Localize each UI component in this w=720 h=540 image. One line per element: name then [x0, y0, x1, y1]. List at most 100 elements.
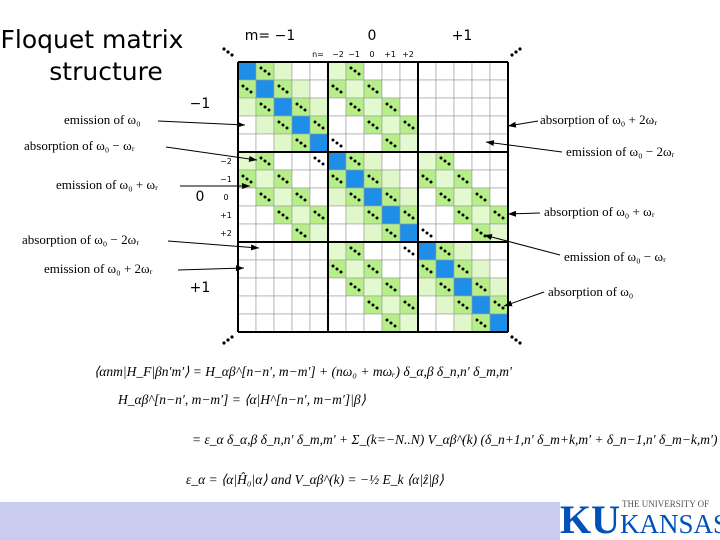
row-n-label: 0	[223, 193, 228, 202]
dot	[465, 180, 469, 184]
cell	[363, 187, 383, 207]
cell	[327, 115, 347, 135]
row-n-label: −1	[220, 175, 232, 184]
dot	[407, 123, 411, 127]
dot	[281, 123, 285, 127]
dot	[367, 264, 371, 268]
cell	[453, 133, 473, 153]
annotation: emission of ω₀	[64, 112, 141, 127]
dot	[357, 72, 361, 76]
cell	[273, 223, 293, 243]
dot	[267, 72, 271, 76]
cell	[237, 97, 257, 117]
cell	[291, 169, 311, 189]
dot	[277, 210, 281, 214]
dot	[335, 267, 339, 271]
cell	[255, 133, 275, 153]
cell	[471, 259, 491, 279]
dot	[281, 213, 285, 217]
dot	[259, 192, 263, 196]
cell	[453, 241, 473, 261]
cell	[471, 151, 491, 171]
cell	[291, 205, 311, 225]
dot	[317, 159, 321, 163]
dot	[475, 228, 479, 232]
dot	[483, 324, 487, 328]
dot	[443, 159, 447, 163]
dot	[371, 123, 375, 127]
dot	[241, 174, 245, 178]
cell	[237, 241, 257, 261]
dot	[349, 156, 353, 160]
dot	[259, 66, 263, 70]
annotation: absorption of ω₀	[548, 284, 633, 299]
annotation: emission of ω₀ + ωᵣ	[56, 177, 158, 192]
dot	[393, 288, 397, 292]
cell	[327, 241, 347, 261]
dot	[317, 123, 321, 127]
cell	[381, 115, 401, 135]
dot	[407, 213, 411, 217]
cell	[435, 295, 455, 315]
dot	[331, 174, 335, 178]
dot	[375, 180, 379, 184]
cell	[363, 97, 383, 117]
dot	[303, 198, 307, 202]
dot	[443, 195, 447, 199]
cell	[435, 97, 455, 117]
ellipsis-dot	[222, 341, 226, 345]
cell	[327, 277, 347, 297]
dot	[389, 105, 393, 109]
dot	[375, 216, 379, 220]
cell	[309, 259, 329, 279]
cell	[255, 259, 275, 279]
dot	[425, 231, 429, 235]
annotation: absorption of ω₀ + ωᵣ	[544, 204, 655, 219]
cell	[417, 151, 437, 171]
dot	[285, 180, 289, 184]
dot	[313, 156, 317, 160]
dot	[357, 108, 361, 112]
dot	[281, 87, 285, 91]
ellipsis-dot	[514, 50, 518, 54]
dot	[263, 195, 267, 199]
cell	[273, 187, 293, 207]
dot	[457, 210, 461, 214]
dot	[353, 249, 357, 253]
dot	[479, 321, 483, 325]
dot	[339, 270, 343, 274]
dot	[393, 144, 397, 148]
dot	[339, 180, 343, 184]
dot	[501, 306, 505, 310]
cell	[309, 187, 329, 207]
dot	[259, 156, 263, 160]
dot	[447, 288, 451, 292]
cell	[489, 61, 509, 81]
dot	[479, 231, 483, 235]
dot	[479, 285, 483, 289]
m-label: m= −1	[245, 28, 295, 44]
dot	[479, 195, 483, 199]
cell	[489, 97, 509, 117]
cell	[435, 133, 455, 153]
dot	[483, 288, 487, 292]
cell	[417, 277, 437, 297]
dot	[407, 249, 411, 253]
ellipsis-dot	[518, 341, 522, 345]
cell	[255, 313, 275, 333]
cell	[471, 79, 491, 99]
dot	[403, 246, 407, 250]
dot	[475, 192, 479, 196]
cell	[381, 241, 401, 261]
row-m-label: 0	[196, 189, 205, 205]
cell	[381, 259, 401, 279]
dot	[367, 210, 371, 214]
cell	[435, 79, 455, 99]
dot	[277, 84, 281, 88]
cell	[381, 151, 401, 171]
cell	[417, 241, 437, 261]
dot	[267, 198, 271, 202]
dot	[295, 228, 299, 232]
dot	[385, 228, 389, 232]
ellipsis-dot	[518, 47, 522, 51]
